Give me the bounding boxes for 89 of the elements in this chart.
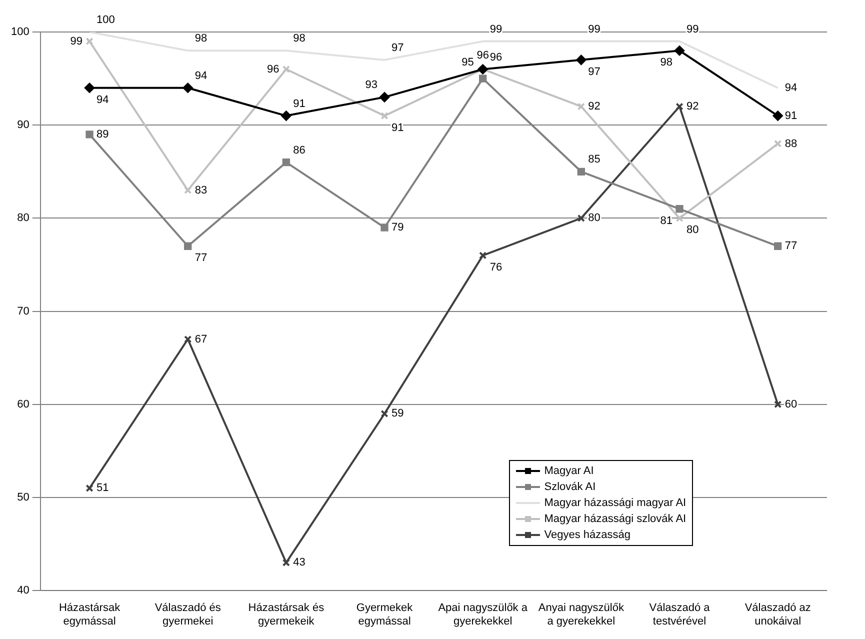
point	[380, 224, 388, 232]
data-label: 94	[194, 70, 208, 82]
point	[380, 112, 388, 120]
data-label: 77	[194, 252, 208, 264]
data-label: 67	[194, 333, 208, 346]
data-label: 91	[392, 122, 404, 134]
legend-label: Vegyes házasság	[544, 528, 630, 541]
data-label: 79	[392, 222, 404, 234]
point	[577, 214, 585, 222]
point	[479, 74, 487, 82]
point	[772, 110, 783, 121]
data-label: 98	[194, 32, 208, 45]
data-label: 92	[588, 100, 600, 113]
point	[86, 37, 94, 46]
point	[84, 82, 95, 93]
x-tick-label: Anyai nagyszülők a gyerekekkel	[538, 602, 624, 628]
point	[676, 205, 684, 213]
data-label: 91	[784, 110, 798, 122]
point	[576, 54, 586, 65]
point	[281, 110, 292, 121]
data-label: 51	[96, 482, 109, 494]
data-label: 92	[686, 100, 699, 113]
y-tick-label: 100	[10, 26, 30, 38]
point	[674, 46, 685, 56]
point	[184, 335, 192, 344]
data-label: 89	[96, 128, 109, 140]
point	[774, 140, 782, 148]
x-tick-label: Gyermekek egymással	[356, 602, 414, 628]
y-tick-label: 50	[17, 492, 30, 504]
legend-label: Magyar házassági szlovák AI	[544, 512, 686, 525]
data-label: 60	[784, 398, 798, 410]
point	[182, 82, 193, 93]
point	[282, 158, 290, 166]
x-tick-label: Házastársak és gyermekeik	[248, 602, 325, 628]
data-label: 96	[490, 51, 502, 64]
point	[774, 242, 782, 250]
x-tick-label: Apai nagyszülők a gyerekekkel	[438, 602, 528, 628]
point	[577, 168, 585, 176]
data-label: 96	[266, 63, 280, 76]
data-label: 100	[96, 14, 115, 26]
x-tick-label: Válaszadó és gyermekei	[154, 602, 222, 628]
data-label: 93	[365, 79, 378, 92]
point	[86, 130, 94, 138]
data-label: 83	[194, 184, 208, 196]
point	[282, 65, 290, 74]
data-label: 99	[686, 23, 699, 36]
point	[676, 102, 684, 110]
legend-label: Magyar házassági magyar AI	[544, 496, 686, 509]
data-label: 81	[660, 214, 673, 227]
legend-label: Magyar AI	[544, 464, 594, 477]
data-label: 96	[476, 49, 489, 62]
data-label: 97	[392, 42, 404, 54]
data-label: 94	[784, 82, 798, 94]
data-label: 94	[96, 94, 109, 106]
data-label: 95	[462, 56, 474, 69]
y-tick-label: 80	[17, 212, 30, 224]
data-label: 80	[686, 224, 699, 236]
legend-label: Szlovák AI	[544, 480, 596, 493]
point	[479, 252, 487, 260]
data-label: 59	[392, 408, 404, 420]
data-label: 98	[293, 32, 306, 45]
x-tick-label: Házastársak egymással	[58, 602, 121, 628]
data-label: 88	[784, 138, 798, 150]
data-label: 80	[588, 212, 600, 224]
point	[380, 92, 390, 102]
y-tick-label: 60	[17, 398, 30, 410]
data-label: 99	[490, 23, 502, 36]
data-label: 86	[293, 144, 306, 156]
point	[282, 558, 290, 566]
data-label: 97	[588, 66, 600, 78]
y-tick-label: 40	[17, 584, 30, 597]
x-tick-label: Válaszadó az unokáival	[744, 602, 811, 628]
point	[676, 214, 684, 222]
point	[577, 102, 585, 110]
point	[184, 242, 192, 250]
x-tick-label: Válaszadó a testvérével	[649, 602, 711, 628]
point	[380, 410, 388, 418]
data-label: 91	[293, 98, 306, 110]
data-label: 99	[588, 23, 600, 36]
y-tick-label: 70	[17, 305, 30, 318]
data-label: 98	[660, 56, 673, 69]
point	[86, 484, 94, 492]
data-label: 99	[70, 35, 83, 48]
data-label: 76	[490, 261, 502, 274]
point	[774, 400, 782, 408]
data-label: 43	[293, 556, 306, 569]
data-label: 85	[588, 154, 600, 166]
data-label: 77	[784, 240, 798, 252]
y-tick-label: 90	[17, 119, 30, 132]
